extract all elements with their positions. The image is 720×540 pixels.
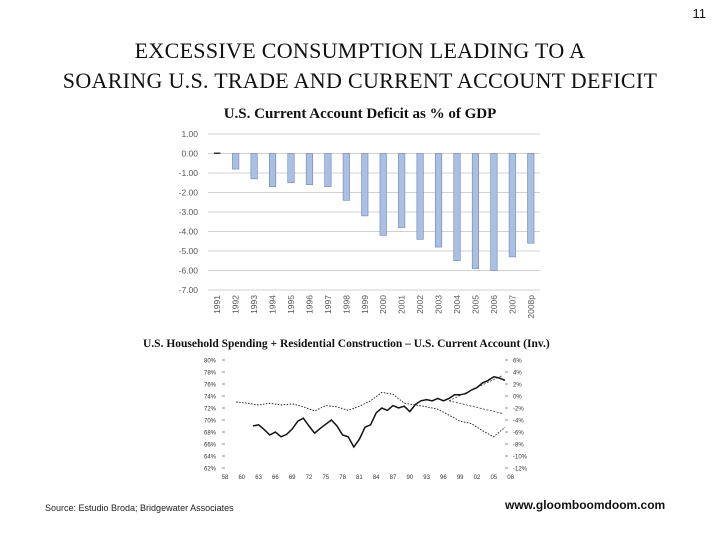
x-axis-label: 96: [440, 475, 447, 481]
x-tick-label: 2000: [378, 295, 388, 314]
right-axis-label: -8%: [513, 443, 524, 449]
bar: [342, 153, 350, 201]
bar: [379, 153, 387, 236]
bar: [398, 153, 406, 228]
bar: [416, 153, 424, 240]
page-title: EXCESSIVE CONSUMPTION LEADING TO A SOARI…: [0, 36, 720, 96]
source-note: Source: Estudio Broda; Bridgewater Assoc…: [45, 503, 234, 513]
left-axis-label: 80%: [204, 359, 217, 365]
line-chart-title: U.S. Household Spending + Residential Co…: [143, 338, 550, 350]
x-axis-label: 99: [457, 475, 464, 481]
x-tick-label: 1999: [360, 295, 370, 314]
title-line-1: EXCESSIVE CONSUMPTION LEADING TO A: [134, 38, 586, 63]
y-tick-label: 0.00: [181, 149, 198, 159]
bar: [471, 153, 479, 269]
x-tick-label: 2003: [434, 295, 444, 314]
bar: [435, 153, 443, 248]
bar: [269, 153, 277, 187]
bar: [324, 153, 332, 187]
x-tick-label: 1997: [323, 295, 333, 314]
bar-chart-title: U.S. Current Account Deficit as % of GDP: [223, 106, 497, 122]
right-axis-label: -12%: [513, 467, 528, 473]
x-tick-label: 1998: [341, 295, 351, 314]
x-tick-label: 2006: [489, 295, 499, 314]
x-tick-label: 2005: [470, 295, 480, 314]
left-axis-label: 68%: [204, 431, 217, 437]
bar: [490, 153, 498, 271]
right-axis-label: -10%: [513, 455, 528, 461]
x-axis-label: 63: [255, 475, 262, 481]
x-tick-label: 2004: [452, 295, 462, 314]
y-tick-label: -6.00: [179, 266, 199, 276]
trend-line-upper: [448, 375, 503, 402]
bar: [527, 153, 535, 244]
y-tick-label: -1.00: [179, 168, 199, 178]
x-axis-label: 60: [238, 475, 245, 481]
x-tick-label: 2008p: [526, 295, 536, 319]
right-axis-label: 4%: [513, 371, 522, 377]
x-axis-label: 93: [423, 475, 430, 481]
bar: [361, 153, 369, 217]
x-tick-label: 1991: [212, 295, 222, 314]
x-axis-label: 90: [406, 475, 413, 481]
bar: [232, 153, 240, 170]
y-tick-label: -3.00: [179, 207, 199, 217]
x-axis-label: 58: [222, 475, 229, 481]
page-number: 11: [692, 6, 707, 21]
x-axis-label: 08: [507, 475, 514, 481]
left-axis-label: 66%: [204, 443, 217, 449]
bar: [287, 153, 295, 184]
x-tick-label: 2001: [397, 295, 407, 314]
right-axis-label: -2%: [513, 407, 524, 413]
bar: [305, 153, 313, 186]
left-axis-label: 70%: [204, 419, 217, 425]
left-axis-label: 72%: [204, 407, 217, 413]
x-axis-label: 75: [322, 475, 329, 481]
x-tick-label: 1994: [268, 295, 278, 314]
current-account-series-line: [236, 391, 506, 438]
bar: [453, 153, 461, 262]
y-tick-label: -5.00: [179, 246, 199, 256]
right-axis-label: -6%: [513, 431, 524, 437]
x-tick-label: 1992: [231, 295, 241, 314]
spending-series-line: [252, 376, 506, 449]
y-tick-label: 1.00: [181, 129, 198, 139]
y-tick-label: -2.00: [179, 188, 199, 198]
left-axis-label: 64%: [204, 455, 217, 461]
bar: [250, 153, 258, 180]
x-axis-label: 02: [474, 475, 481, 481]
right-axis-label: 0%: [513, 395, 522, 401]
bar: [213, 152, 221, 155]
right-axis-label: 2%: [513, 383, 522, 389]
x-tick-label: 2002: [415, 295, 425, 314]
right-axis-label: -4%: [513, 419, 524, 425]
spending-vs-current-account-line-chart: 80% 78% 76% 74% 72% 70% 68% 66% 64% 62% 6% 4% 2% 0% -2…: [204, 359, 528, 482]
x-axis-label: 87: [390, 475, 397, 481]
website-footer: www.gloomboomdoom.com: [505, 498, 666, 512]
left-axis-label: 62%: [204, 467, 217, 473]
current-account-bar-chart: 1.00 0.00 -1.00 -2.00 -3.00 -4.00 -5.00 -6.00 -7…: [179, 129, 540, 319]
y-tick-label: -7.00: [179, 285, 199, 295]
left-axis-label: 76%: [204, 383, 217, 389]
x-axis-label: 69: [289, 475, 296, 481]
x-axis-label: 66: [272, 475, 279, 481]
title-line-2: SOARING U.S. TRADE AND CURRENT ACCOUNT D…: [62, 68, 658, 93]
x-axis-label: 72: [306, 475, 313, 481]
x-axis-label: 84: [373, 475, 380, 481]
left-axis-label: 74%: [204, 395, 217, 401]
y-tick-label: -4.00: [179, 227, 199, 237]
trend-line-lower: [448, 400, 503, 414]
x-axis-label: 78: [339, 475, 346, 481]
x-axis-label: 05: [490, 475, 497, 481]
x-tick-label: 1996: [304, 295, 314, 314]
x-axis-label: 81: [356, 475, 363, 481]
x-tick-label: 1995: [286, 295, 296, 314]
x-tick-label: 2007: [507, 295, 517, 314]
left-axis-label: 78%: [204, 371, 217, 377]
right-axis-label: 6%: [513, 359, 522, 365]
x-tick-label: 1993: [249, 295, 259, 314]
bar: [508, 153, 516, 258]
